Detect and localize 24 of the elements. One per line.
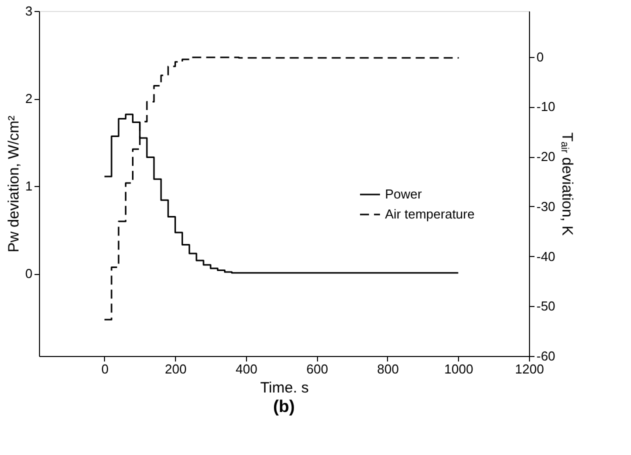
x-tick-label: 400 <box>236 362 258 376</box>
x-tick-label: 600 <box>306 362 328 376</box>
y2-axis-title: Tₐᵢᵣ deviation, K <box>558 132 576 236</box>
x-tick-label: 800 <box>377 362 399 376</box>
text: (b) <box>273 397 295 416</box>
y2-tick-label: -20 <box>536 149 556 164</box>
x-tick-label: 200 <box>164 362 187 376</box>
y2-tick-label: -60 <box>536 348 556 364</box>
y2-tick-label: -50 <box>536 298 556 314</box>
legend-label: Air temperature <box>385 206 475 222</box>
x-tick-label: 0 <box>101 362 109 376</box>
y-tick-label: 0 <box>25 266 32 282</box>
x-tick-label: 1000 <box>444 362 474 376</box>
y2-tick-label: 0 <box>536 49 544 64</box>
y-axis-title: Pw deviation, W/cm² <box>5 116 22 252</box>
y2-tick-label: -40 <box>536 248 556 264</box>
y-tick-label: 1 <box>25 178 32 194</box>
legend-label: Power <box>385 186 423 202</box>
y2-tick-label: -30 <box>536 198 556 214</box>
x-axis-title: Time. s <box>260 380 309 396</box>
y-tick-label: 2 <box>25 91 32 106</box>
y-tick-label: 3 <box>25 4 32 18</box>
x-tick-label: 1200 <box>515 362 544 376</box>
y2-tick-label: -10 <box>536 99 556 114</box>
